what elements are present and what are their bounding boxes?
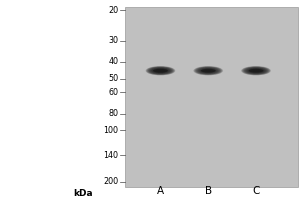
Ellipse shape [197,67,219,74]
Ellipse shape [242,66,270,75]
Ellipse shape [195,67,221,75]
Ellipse shape [200,68,216,73]
Ellipse shape [194,66,223,75]
Text: 200: 200 [103,177,118,186]
Ellipse shape [243,67,269,75]
Ellipse shape [200,68,217,73]
Ellipse shape [146,66,175,75]
Ellipse shape [247,68,266,74]
Text: 20: 20 [109,6,118,15]
Ellipse shape [148,67,173,75]
Text: 140: 140 [103,151,118,160]
Ellipse shape [196,67,220,74]
Text: 50: 50 [109,74,118,83]
Ellipse shape [241,66,271,75]
Ellipse shape [146,66,175,75]
Text: 60: 60 [109,88,118,97]
Text: 30: 30 [109,36,118,45]
Text: 80: 80 [109,109,118,118]
Ellipse shape [243,67,269,75]
Ellipse shape [248,68,264,73]
Bar [124,7,298,187]
Ellipse shape [248,68,264,73]
Ellipse shape [148,67,172,74]
Ellipse shape [246,68,266,74]
Text: 40: 40 [109,57,118,66]
Ellipse shape [242,66,270,75]
Ellipse shape [197,67,220,74]
Ellipse shape [244,67,268,74]
Ellipse shape [151,68,170,74]
Ellipse shape [199,68,218,74]
Text: B: B [205,186,212,196]
Text: kDa: kDa [74,189,93,198]
Ellipse shape [245,67,267,74]
Text: A: A [157,186,164,196]
Ellipse shape [152,68,169,73]
Ellipse shape [242,66,271,75]
Ellipse shape [198,68,218,74]
Ellipse shape [195,66,222,75]
Text: C: C [252,186,260,196]
Ellipse shape [196,67,220,75]
Ellipse shape [244,67,268,74]
Ellipse shape [197,67,219,74]
Ellipse shape [193,66,223,75]
Ellipse shape [248,69,263,73]
Ellipse shape [248,68,265,73]
Ellipse shape [198,68,218,74]
Ellipse shape [147,66,174,75]
Ellipse shape [150,67,171,74]
Ellipse shape [200,68,216,73]
Ellipse shape [249,68,263,73]
Ellipse shape [199,68,217,74]
Ellipse shape [153,68,168,73]
Ellipse shape [152,68,169,74]
Ellipse shape [246,68,266,74]
Ellipse shape [146,66,176,75]
Ellipse shape [148,67,173,75]
Ellipse shape [147,67,174,75]
Ellipse shape [149,67,172,74]
Ellipse shape [153,69,168,73]
Ellipse shape [245,67,267,74]
Ellipse shape [150,68,171,74]
Ellipse shape [247,68,265,74]
Ellipse shape [201,69,216,73]
Text: 100: 100 [103,126,118,135]
Ellipse shape [149,67,172,74]
Ellipse shape [153,68,168,73]
Ellipse shape [244,67,268,75]
Ellipse shape [194,66,222,75]
Ellipse shape [152,68,169,73]
Ellipse shape [195,67,221,75]
Ellipse shape [151,68,170,74]
